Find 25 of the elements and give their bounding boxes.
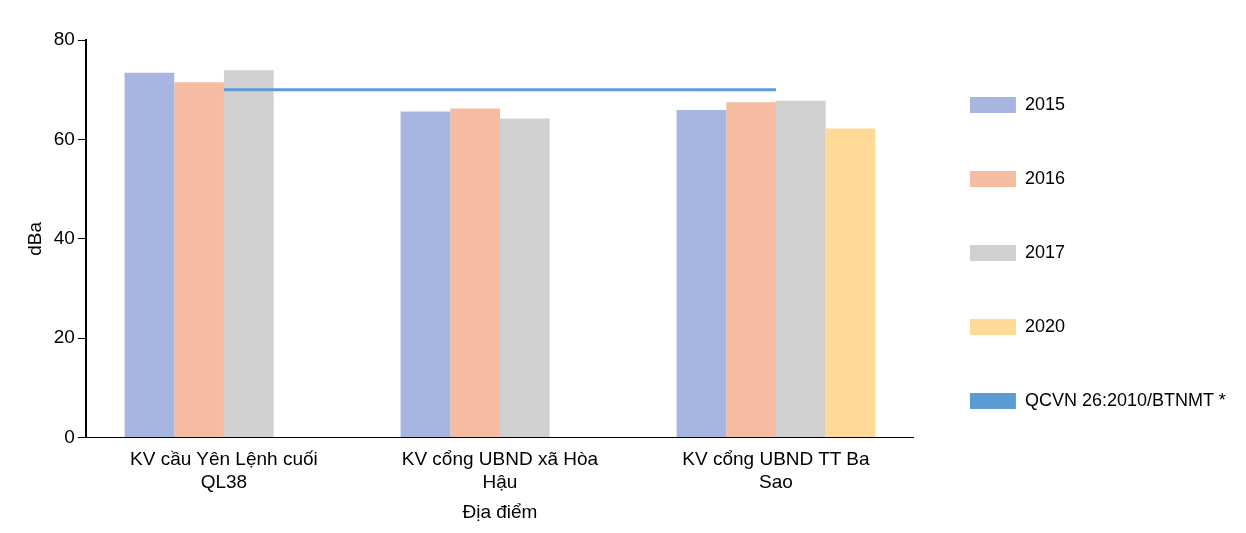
y-tick-label: 20 [53,326,75,348]
bar [775,100,826,438]
y-axis-title: dBa [23,221,45,256]
y-tick-label: 80 [53,28,75,50]
x-tick-label: KV cầu Yên Lệnh cuối QL38 [130,448,318,493]
legend-label: 2016 [1024,167,1065,188]
legend-label: 2020 [1024,315,1065,336]
bar [174,82,224,438]
y-tick-label: 0 [64,425,75,447]
bar [676,110,727,438]
legend-label: QCVN 26:2010/BTNMT * [1024,389,1226,410]
bar [223,70,274,438]
legend-label: 2015 [1024,93,1065,114]
y-tick-label: 40 [53,227,75,249]
legend-label: 2017 [1024,241,1065,262]
x-tick-label: KV cổng UBND TT Ba Sao [682,448,870,493]
y-tick-label: 60 [53,127,75,149]
bar [499,118,550,438]
bar [825,128,876,438]
bar [726,102,776,438]
bar [124,72,175,438]
x-axis-title: Địa điểm [462,500,538,522]
x-tick-label: KV cổng UBND xã Hòa Hậu [401,448,599,493]
bar [450,108,500,438]
bar [400,111,451,438]
